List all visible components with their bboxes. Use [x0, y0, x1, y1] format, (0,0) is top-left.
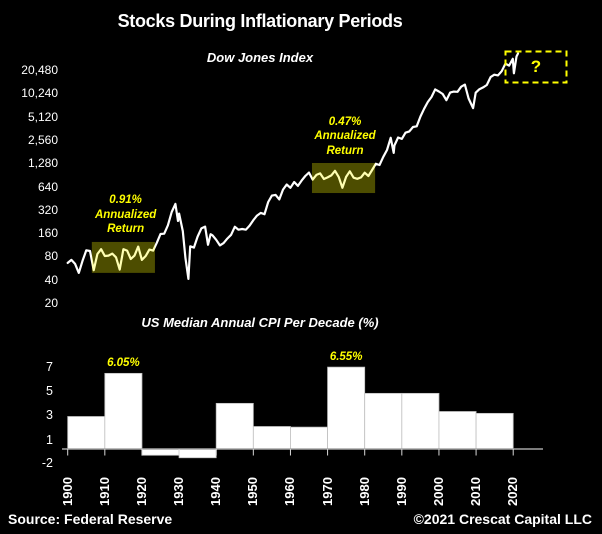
annotation-line: Return	[107, 223, 145, 236]
year-label-1920: 1920	[133, 477, 149, 506]
dow-y-label-640: 640	[37, 179, 58, 194]
cpi-bar-1960	[290, 426, 328, 450]
annotation-line: Annualized	[314, 130, 376, 143]
cpi-bar-2000	[438, 411, 477, 450]
dow-y-label-1280: 1,280	[27, 156, 58, 171]
year-label-1990: 1990	[393, 477, 409, 506]
year-label-1950: 1950	[245, 477, 261, 506]
year-label-1900: 1900	[59, 477, 75, 506]
year-label-2000: 2000	[430, 477, 446, 506]
dow-y-label-20480: 20,480	[21, 63, 58, 77]
highlight-1910s	[91, 241, 155, 273]
cpi-y-label-3: 3	[46, 408, 53, 423]
future-question-mark: ?	[530, 57, 542, 76]
annotation-line: Annualized	[94, 208, 157, 221]
cpi-bar-1970	[327, 366, 366, 450]
chart-title: Stocks During Inflationary Periods	[117, 11, 403, 31]
dow-y-label-160: 160	[37, 226, 58, 241]
annotation-1970s: 0.47% Annualized Return	[275, 115, 415, 159]
cpi-bar-1930	[178, 448, 217, 459]
year-label-1910: 1910	[96, 477, 112, 506]
dow-y-label-40: 40	[44, 272, 58, 287]
cpi-value-label-1910: 6.05%	[107, 356, 140, 369]
annotation-line: 0.47%	[328, 115, 362, 128]
year-label-2010: 2010	[468, 477, 484, 506]
year-label-1960: 1960	[282, 477, 298, 506]
year-label-1970: 1970	[319, 477, 335, 506]
annotation-line: Return	[326, 144, 364, 157]
annotation-line: 0.91%	[109, 194, 142, 207]
dow-y-label-20: 20	[44, 296, 58, 310]
dow-y-label-320: 320	[37, 202, 58, 217]
dow-y-label-10240: 10,240	[21, 86, 58, 101]
cpi-bar-1900	[67, 416, 106, 450]
cpi-chart-title: US Median Annual CPI Per Decade (%)	[141, 315, 379, 330]
cpi-bar-1980	[364, 392, 403, 450]
cpi-bar-1910	[104, 372, 143, 450]
cpi-bar-2010	[475, 412, 514, 450]
cpi-y-label-1: 1	[46, 432, 53, 447]
year-label-1940: 1940	[208, 477, 224, 506]
cpi-bar-1950	[252, 426, 291, 450]
cpi-value-label-1970: 6.55%	[329, 350, 363, 363]
cpi-bar-1940	[215, 402, 254, 450]
cpi-y-label--2: -2	[41, 455, 53, 470]
copyright-note: ©2021 Crescat Capital LLC	[413, 511, 592, 527]
source-note: Source: Federal Reserve	[8, 511, 173, 527]
dow-y-label-80: 80	[44, 249, 58, 264]
highlight-1970s	[311, 162, 376, 194]
dow-line	[66, 52, 520, 280]
year-label-1930: 1930	[171, 477, 187, 506]
year-label-1980: 1980	[356, 477, 372, 506]
year-label-2020: 2020	[505, 477, 521, 506]
cpi-bar-1920	[141, 448, 180, 456]
annotation-1910s: 0.91% Annualized Return	[56, 193, 196, 237]
dow-y-label-5120: 5,120	[27, 109, 58, 124]
future-box	[504, 50, 568, 84]
cpi-bar-1990	[401, 392, 440, 450]
cpi-y-label-7: 7	[46, 359, 53, 374]
dow-y-label-2560: 2,560	[27, 132, 58, 147]
dow-chart-subtitle: Dow Jones Index	[206, 50, 314, 65]
cpi-y-label-5: 5	[46, 384, 53, 398]
